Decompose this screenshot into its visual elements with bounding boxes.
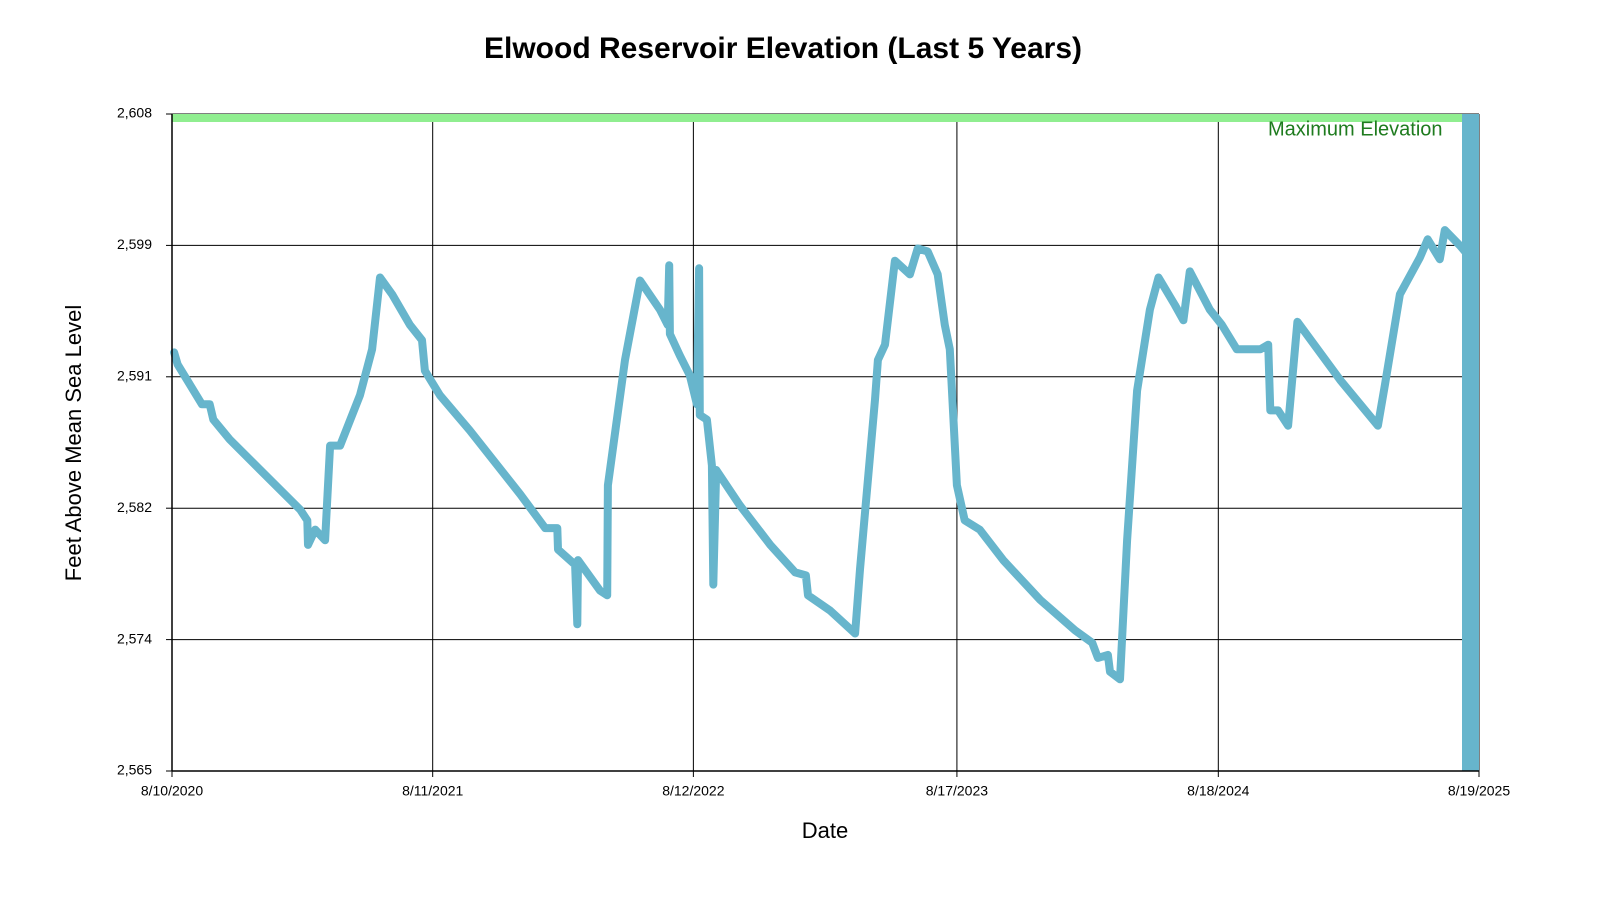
y-axis-label: Feet Above Mean Sea Level [61, 305, 86, 581]
x-tick-label: 8/11/2021 [402, 783, 463, 799]
plot: Maximum Elevation [170, 114, 1479, 684]
y-tick-label: 2,608 [117, 105, 152, 121]
y-tick-label: 2,582 [117, 499, 152, 515]
current-marker [1462, 114, 1479, 771]
y-tick-label: 2,565 [117, 762, 152, 778]
y-tick-label: 2,599 [117, 236, 152, 252]
max-elevation-label: Maximum Elevation [1268, 118, 1443, 140]
x-tick-label: 8/17/2023 [926, 783, 988, 799]
max-elevation-band [172, 114, 1479, 122]
x-tick-label: 8/10/2020 [141, 783, 203, 799]
x-tick-label: 8/19/2025 [1448, 783, 1510, 799]
x-tick-label: 8/18/2024 [1187, 783, 1249, 799]
chart-title: Elwood Reservoir Elevation (Last 5 Years… [484, 32, 1082, 65]
series-line [170, 226, 1472, 684]
x-axis-label: Date [802, 818, 848, 843]
y-tick-label: 2,574 [117, 630, 152, 646]
y-tick-label: 2,591 [117, 368, 152, 384]
x-tick-label: 8/12/2022 [662, 783, 724, 799]
